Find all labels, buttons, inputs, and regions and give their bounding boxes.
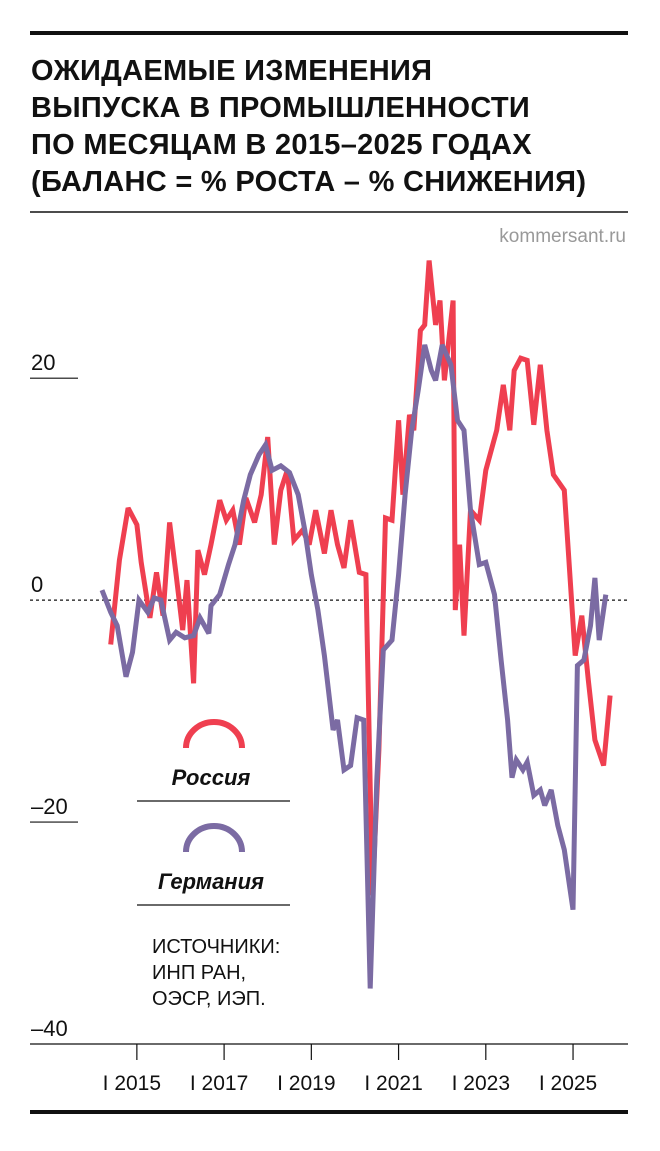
- title-line: (БАЛАНС = % РОСТА – % СНИЖЕНИЯ): [31, 166, 586, 198]
- title-line: ОЖИДАЕМЫЕ ИЗМЕНЕНИЯ: [31, 55, 432, 87]
- y-tick-label: –20: [31, 794, 68, 819]
- x-tick-label: I 2019: [277, 1072, 335, 1095]
- y-tick-label: –40: [31, 1016, 68, 1041]
- title-line: ВЫПУСКА В ПРОМЫШЛЕННОСТИ: [31, 92, 530, 124]
- x-tick-label: I 2025: [539, 1072, 597, 1095]
- x-tick-label: I 2017: [190, 1072, 248, 1095]
- source: ИСТОЧНИКИ:: [152, 936, 280, 958]
- legend-swatch: [183, 719, 245, 749]
- legend-swatch: [183, 823, 245, 853]
- x-tick-label: I 2015: [103, 1072, 161, 1095]
- source: ИНП РАН,: [152, 962, 246, 984]
- credit: kommersant.ru: [499, 226, 626, 247]
- x-tick-label: I 2023: [452, 1072, 510, 1095]
- y-tick-label: 20: [31, 350, 55, 375]
- legend-label: Германия: [158, 869, 264, 894]
- source: ОЭСР, ИЭП.: [152, 988, 266, 1010]
- title-line: ПО МЕСЯЦАМ В 2015–2025 ГОДАХ: [31, 129, 532, 161]
- legend-label: Россия: [172, 765, 251, 790]
- x-tick-label: I 2021: [364, 1072, 422, 1095]
- y-tick-label: 0: [31, 572, 43, 597]
- series-line: [99, 343, 609, 989]
- series-line: [108, 260, 613, 896]
